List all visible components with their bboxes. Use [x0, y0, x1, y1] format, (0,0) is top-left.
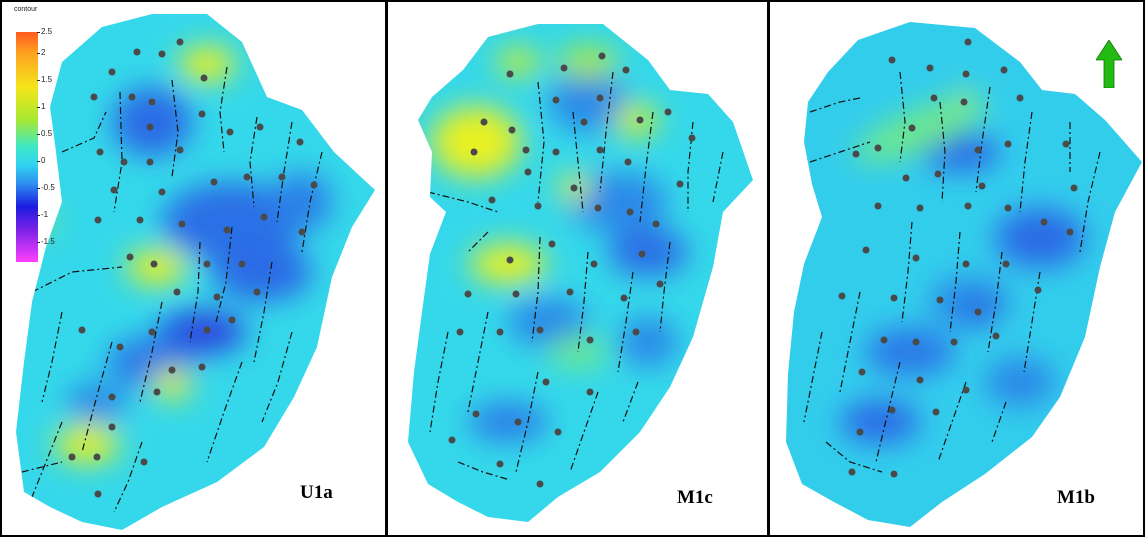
legend-tick: 2	[36, 48, 46, 57]
panel-label-m1b: M1b	[1057, 487, 1095, 508]
legend-tick: 1.5	[36, 75, 53, 84]
legend-tick: 1	[36, 102, 46, 111]
legend-tick: -0.5	[37, 183, 55, 192]
contour-map-m1b	[786, 22, 1142, 527]
legend-title: contour	[14, 6, 38, 13]
panel-label-u1a: U1a	[300, 482, 333, 503]
map-panel-m1c: M1c	[388, 2, 767, 535]
legend-tick: 0	[36, 156, 46, 165]
legend-tick: -1	[36, 210, 49, 219]
contour-map-m1c	[408, 24, 753, 522]
north-arrow-icon	[1096, 40, 1122, 88]
contour-map-u1a	[16, 14, 375, 530]
panel-divider-1	[385, 0, 388, 537]
color-scale-legend: contour 2.5 2 1.5 1 0.5 0 -0.5 -1 -1.5	[14, 6, 64, 264]
map-panel-m1b: M1b	[770, 2, 1143, 535]
panel-label-m1c: M1c	[677, 487, 713, 508]
map-panel-u1a: contour 2.5 2 1.5 1 0.5 0 -0.5 -1 -1.5 U…	[2, 2, 385, 535]
legend-tick: -1.5	[37, 237, 55, 246]
panel-divider-2	[767, 0, 770, 537]
legend-tick: 0.5	[36, 129, 53, 138]
color-scale-bar	[16, 32, 38, 262]
legend-tick: 2.5	[36, 27, 53, 36]
